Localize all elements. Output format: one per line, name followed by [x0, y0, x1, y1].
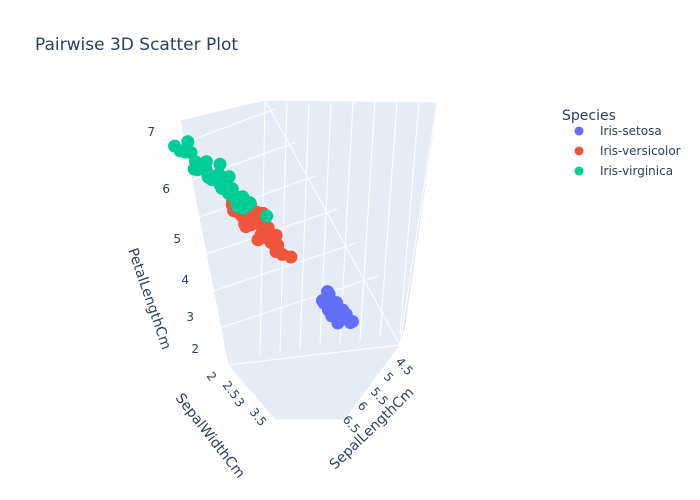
data-point-iris-versicolor[interactable] — [239, 220, 253, 234]
data-point-iris-setosa[interactable] — [325, 300, 339, 314]
data-point-iris-virginica[interactable] — [184, 146, 198, 159]
legend-title: Species — [562, 108, 616, 124]
data-point-iris-virginica[interactable] — [260, 209, 274, 223]
grid-line — [379, 101, 398, 338]
legend-item-iris-setosa[interactable]: Iris-setosa — [574, 124, 662, 138]
legend-label: Iris-virginica — [600, 164, 673, 178]
floor-pane — [227, 344, 402, 421]
z-tick-label: 5 — [173, 232, 181, 246]
data-point-iris-setosa[interactable] — [321, 285, 334, 299]
scene-panes — [179, 99, 438, 421]
data-points — [168, 135, 359, 330]
grid-line — [299, 101, 310, 350]
grid-line — [279, 101, 288, 353]
z-tick-label: 2 — [191, 342, 199, 356]
z-tick-label: 3 — [186, 310, 194, 324]
data-point-iris-virginica[interactable] — [187, 162, 201, 176]
data-point-iris-virginica[interactable] — [214, 174, 228, 188]
side-pane — [399, 101, 438, 346]
legend-marker — [574, 146, 584, 156]
grid-line — [123, 108, 276, 166]
grid-line — [191, 241, 359, 299]
data-point-iris-versicolor[interactable] — [257, 228, 271, 242]
z-tick-label: 7 — [147, 125, 155, 139]
data-point-iris-virginica[interactable] — [201, 170, 215, 184]
grid-line — [399, 101, 420, 335]
data-point-iris-setosa[interactable] — [339, 307, 353, 321]
legend-marker — [574, 126, 584, 136]
legend-item-iris-versicolor[interactable]: Iris-versicolor — [574, 144, 681, 158]
x-tick-label: 5 — [381, 370, 397, 385]
data-point-iris-virginica[interactable] — [213, 157, 227, 171]
z-tick-label: 4 — [181, 273, 189, 287]
legend-label: Iris-setosa — [600, 124, 662, 138]
legend: Species Iris-setosa Iris-versicolor Iris… — [562, 108, 681, 178]
chart-title: Pairwise 3D Scatter Plot — [35, 35, 238, 55]
legend-label: Iris-versicolor — [600, 144, 681, 158]
y-tick-label: 2 — [204, 369, 220, 384]
data-point-iris-virginica[interactable] — [173, 144, 187, 158]
grid-line — [359, 101, 376, 341]
data-point-iris-virginica[interactable] — [235, 191, 249, 205]
z-tick-label: 6 — [162, 182, 170, 196]
data-point-iris-virginica[interactable] — [181, 135, 195, 149]
grid-line — [208, 275, 380, 333]
legend-item-iris-virginica[interactable]: Iris-virginica — [574, 164, 674, 178]
z-axis-title: PetalLengthCm — [124, 246, 174, 352]
legend-marker — [574, 166, 584, 176]
